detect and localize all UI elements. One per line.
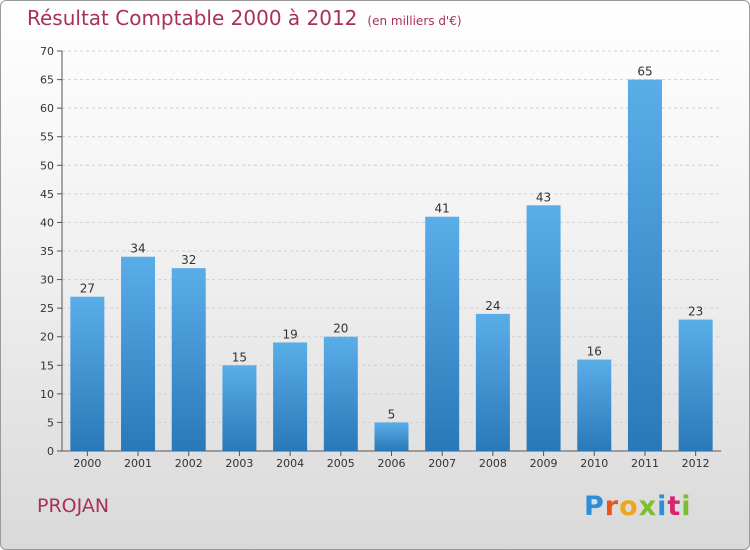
value-label-2010: 16 [587,345,602,359]
y-tick-label: 65 [40,74,54,87]
y-tick-label: 70 [40,45,54,58]
x-tick-label-2001: 2001 [124,457,152,470]
y-tick-label: 20 [40,331,54,344]
y-tick-label: 5 [47,416,54,429]
x-tick-label-2010: 2010 [580,457,608,470]
bar-2008[interactable] [475,313,510,451]
x-tick-label-2011: 2011 [631,457,659,470]
y-tick-label: 30 [40,274,54,287]
value-label-2009: 43 [536,190,551,204]
bar-2004[interactable] [273,342,308,451]
bar-2005[interactable] [323,336,358,451]
y-tick-label: 50 [40,159,54,172]
x-tick-label-2000: 2000 [73,457,101,470]
value-label-2011: 65 [637,65,652,79]
value-label-2000: 27 [80,282,95,296]
bar-2001[interactable] [121,256,156,451]
bar-2011[interactable] [627,79,662,452]
bar-2009[interactable] [526,205,561,451]
value-label-2006: 5 [388,407,396,421]
value-label-2003: 15 [232,350,247,364]
y-tick-label: 10 [40,388,54,401]
y-tick-label: 35 [40,245,54,258]
value-label-2012: 23 [688,305,703,319]
chart-title: Résultat Comptable 2000 à 2012 (en millie… [27,6,462,30]
proxiti-logo[interactable]: Proxiti [584,491,692,522]
x-tick-label-2012: 2012 [682,457,710,470]
value-label-2001: 34 [130,242,145,256]
x-tick-label-2007: 2007 [428,457,456,470]
x-tick-label-2009: 2009 [530,457,558,470]
value-label-2002: 32 [181,253,196,267]
x-tick-label-2004: 2004 [276,457,304,470]
x-tick-label-2002: 2002 [175,457,203,470]
x-tick-label-2005: 2005 [327,457,355,470]
bar-2010[interactable] [577,359,612,451]
value-label-2005: 20 [333,322,348,336]
chart-unit: (en milliers d'€) [367,14,462,28]
y-tick-label: 60 [40,102,54,115]
x-tick-label-2006: 2006 [378,457,406,470]
bar-2003[interactable] [222,365,257,451]
y-tick-label: 55 [40,131,54,144]
bar-2006[interactable] [374,422,409,451]
chart-title-text: Résultat Comptable 2000 à 2012 [27,6,358,30]
grid-lines [62,50,721,423]
y-tick-label: 0 [47,445,54,458]
y-tick-label: 25 [40,302,54,315]
labels: 27 2000 34 2001 32 2002 15 2003 19 2004 20 2005 5 200… [73,65,709,470]
value-label-2004: 19 [282,327,297,341]
bar-2002[interactable] [171,268,206,451]
y-tick-label: 15 [40,359,54,372]
commune-name: PROJAN [37,495,110,517]
x-tick-label-2003: 2003 [225,457,253,470]
axes: 0 5 10 15 20 25 30 35 40 45 50 55 60 65 70 [40,45,721,458]
bar-2012[interactable] [678,319,713,451]
value-label-2007: 41 [435,202,450,216]
x-tick-label-2008: 2008 [479,457,507,470]
bar-2007[interactable] [425,216,460,451]
y-tick-label: 40 [40,216,54,229]
bars [70,79,713,452]
value-label-2008: 24 [485,299,500,313]
y-tick-label: 45 [40,188,54,201]
bar-2000[interactable] [70,296,105,451]
